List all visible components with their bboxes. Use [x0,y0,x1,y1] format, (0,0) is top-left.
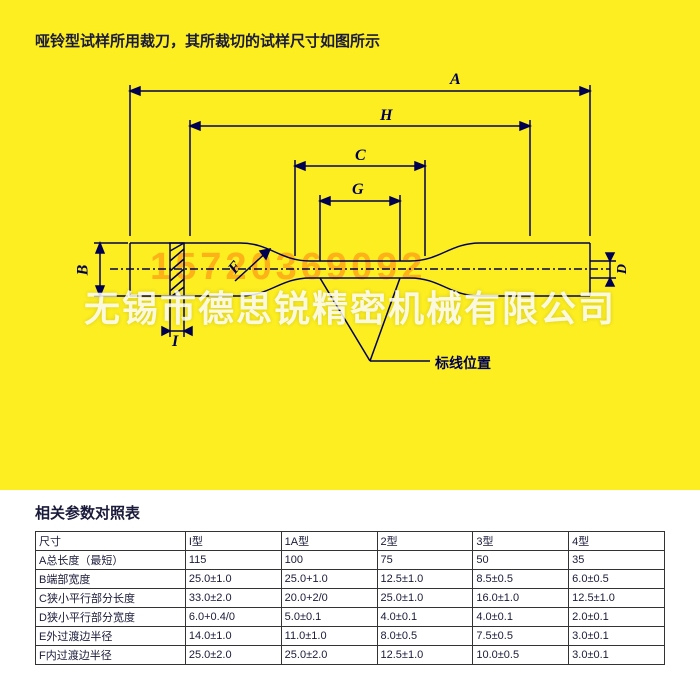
table-title: 相关参数对照表 [35,502,665,523]
table-cell: 8.0±0.5 [377,627,473,646]
dim-B: B [74,265,92,276]
table-cell: 2.0±0.1 [569,608,665,627]
params-table: 尺寸 I型 1A型 2型 3型 4型 A总长度（最短）115100755035B… [35,531,665,665]
table-cell: 25.0±1.0 [377,589,473,608]
table-cell: 115 [185,551,281,570]
table-cell: C狭小平行部分长度 [36,589,186,608]
table-cell: 3.0±0.1 [569,627,665,646]
table-cell: 12.5±1.0 [377,646,473,665]
table-cell: 4.0±0.1 [377,608,473,627]
col-3: 2型 [377,532,473,551]
dim-G: G [352,181,364,199]
col-2: 1A型 [281,532,377,551]
table-cell: 5.0±0.1 [281,608,377,627]
table-cell: F内过渡边半径 [36,646,186,665]
table-row: A总长度（最短）115100755035 [36,551,665,570]
col-5: 4型 [569,532,665,551]
table-cell: 14.0±1.0 [185,627,281,646]
table-cell: 25.0±1.0 [185,570,281,589]
table-header-row: 尺寸 I型 1A型 2型 3型 4型 [36,532,665,551]
table-cell: 20.0+2/0 [281,589,377,608]
table-cell: E外过渡边半径 [36,627,186,646]
table-cell: 25.0+1.0 [281,570,377,589]
table-row: E外过渡边半径14.0±1.011.0±1.08.0±0.57.5±0.53.0… [36,627,665,646]
col-4: 3型 [473,532,569,551]
dim-D: D [615,264,631,274]
table-cell: B端部宽度 [36,570,186,589]
dim-I: I [172,333,178,351]
table-row: C狭小平行部分长度33.0±2.020.0+2/025.0±1.016.0±1.… [36,589,665,608]
table-cell: 10.0±0.5 [473,646,569,665]
table-cell: 6.0±0.5 [569,570,665,589]
dim-A: A [450,71,461,89]
table-cell: D狭小平行部分宽度 [36,608,186,627]
table-cell: 12.5±1.0 [377,570,473,589]
table-cell: 25.0±2.0 [281,646,377,665]
table-cell: 50 [473,551,569,570]
table-cell: 12.5±1.0 [569,589,665,608]
col-1: I型 [185,532,281,551]
table-cell: 3.0±0.1 [569,646,665,665]
table-cell: 75 [377,551,473,570]
table-cell: 33.0±2.0 [185,589,281,608]
table-cell: 100 [281,551,377,570]
col-0: 尺寸 [36,532,186,551]
markline-label: 标线位置 [435,353,491,373]
table-cell: A总长度（最短） [36,551,186,570]
table-cell: 7.5±0.5 [473,627,569,646]
dim-H: H [380,107,392,125]
table-cell: 4.0±0.1 [473,608,569,627]
table-cell: 16.0±1.0 [473,589,569,608]
table-cell: 11.0±1.0 [281,627,377,646]
table-row: D狭小平行部分宽度6.0+0.4/05.0±0.14.0±0.14.0±0.12… [36,608,665,627]
dumbbell-diagram: 15720369092 [70,71,630,401]
table-row: B端部宽度25.0±1.025.0+1.012.5±1.08.5±0.56.0±… [36,570,665,589]
table-cell: 35 [569,551,665,570]
dim-C: C [355,147,366,165]
table-cell: 25.0±2.0 [185,646,281,665]
table-row: F内过渡边半径25.0±2.025.0±2.012.5±1.010.0±0.53… [36,646,665,665]
table-cell: 6.0+0.4/0 [185,608,281,627]
table-cell: 8.5±0.5 [473,570,569,589]
diagram-caption: 哑铃型试样所用裁刀，其所裁切的试样尺寸如图所示 [35,30,665,51]
